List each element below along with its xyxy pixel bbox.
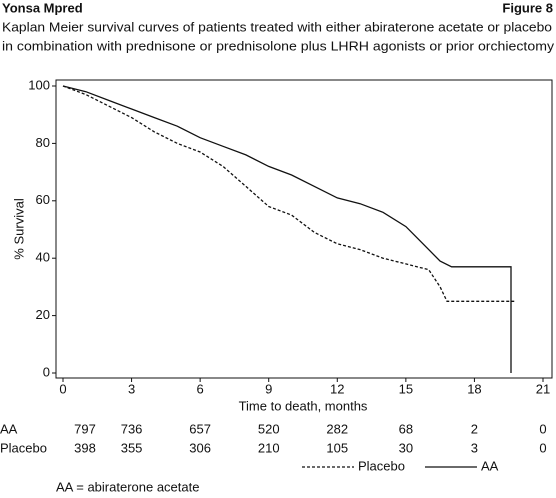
- risk-count: 306: [189, 440, 211, 455]
- risk-count: 30: [399, 440, 413, 455]
- risk-count: 398: [74, 440, 96, 455]
- risk-count: 520: [258, 421, 280, 436]
- y-tick-label: 0: [43, 364, 50, 379]
- y-tick-label: 20: [36, 307, 50, 322]
- chart-title: Kaplan Meier survival curves of patients…: [2, 19, 552, 34]
- risk-count: 210: [258, 440, 280, 455]
- risk-row-label: AA: [0, 421, 18, 436]
- risk-count: 736: [121, 421, 143, 436]
- survival-curve: [62, 85, 512, 373]
- x-tick-label: 6: [197, 381, 204, 396]
- risk-count: 282: [326, 421, 348, 436]
- y-tick-label: 100: [28, 77, 50, 92]
- risk-count: 3: [471, 440, 478, 455]
- risk-count: 355: [121, 440, 143, 455]
- risk-count: 657: [189, 421, 211, 436]
- x-tick-label: 3: [128, 381, 135, 396]
- survival-curve: [62, 85, 516, 302]
- legend-label: Placebo: [358, 458, 405, 473]
- y-tick-label: 40: [36, 250, 50, 265]
- risk-count: 0: [539, 421, 546, 436]
- legend-label: AA: [481, 458, 499, 473]
- risk-count: 2: [471, 421, 478, 436]
- x-tick-label: 12: [330, 381, 344, 396]
- risk-count: 797: [74, 421, 96, 436]
- y-axis-label: % Survival: [11, 198, 26, 260]
- risk-count: 68: [399, 421, 413, 436]
- x-tick-label: 21: [536, 381, 550, 396]
- risk-count: 105: [326, 440, 348, 455]
- chart-subtitle: in combination with prednisone or predni…: [2, 38, 555, 53]
- header-left: Yonsa Mpred: [2, 0, 83, 15]
- x-tick-label: 15: [399, 381, 413, 396]
- y-tick-label: 60: [36, 192, 50, 207]
- plot-frame: [55, 79, 553, 379]
- y-tick-label: 80: [36, 135, 50, 150]
- header-right: Figure 8: [502, 0, 553, 15]
- risk-row-label: Placebo: [0, 440, 47, 455]
- x-tick-label: 0: [59, 381, 66, 396]
- footnote: AA = abiraterone acetate: [56, 479, 199, 494]
- x-tick-label: 18: [467, 381, 481, 396]
- x-axis-label: Time to death, months: [239, 398, 368, 413]
- x-tick-label: 9: [265, 381, 272, 396]
- risk-count: 0: [539, 440, 546, 455]
